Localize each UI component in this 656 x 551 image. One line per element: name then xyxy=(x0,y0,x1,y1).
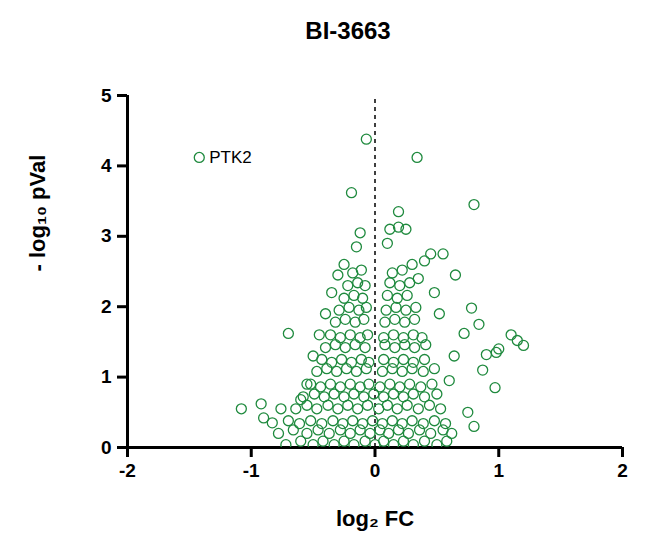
svg-text:0: 0 xyxy=(370,460,381,481)
svg-text:-2: -2 xyxy=(119,460,136,481)
svg-text:4: 4 xyxy=(101,155,112,176)
svg-text:1: 1 xyxy=(101,366,112,387)
svg-text:PTK2: PTK2 xyxy=(209,148,252,167)
html-text:BI-3663: BI-3663 xyxy=(305,17,391,44)
svg-text:-1: -1 xyxy=(243,460,260,481)
svg-text:log₂ FC: log₂ FC xyxy=(336,506,414,531)
svg-text:1: 1 xyxy=(493,460,504,481)
svg-text:0: 0 xyxy=(101,437,112,458)
svg-text:5: 5 xyxy=(101,85,112,106)
svg-text:- log₁₀ pVal: - log₁₀ pVal xyxy=(25,155,50,272)
svg-text:3: 3 xyxy=(101,225,112,246)
svg-text:2: 2 xyxy=(101,296,112,317)
svg-text:2: 2 xyxy=(617,460,628,481)
